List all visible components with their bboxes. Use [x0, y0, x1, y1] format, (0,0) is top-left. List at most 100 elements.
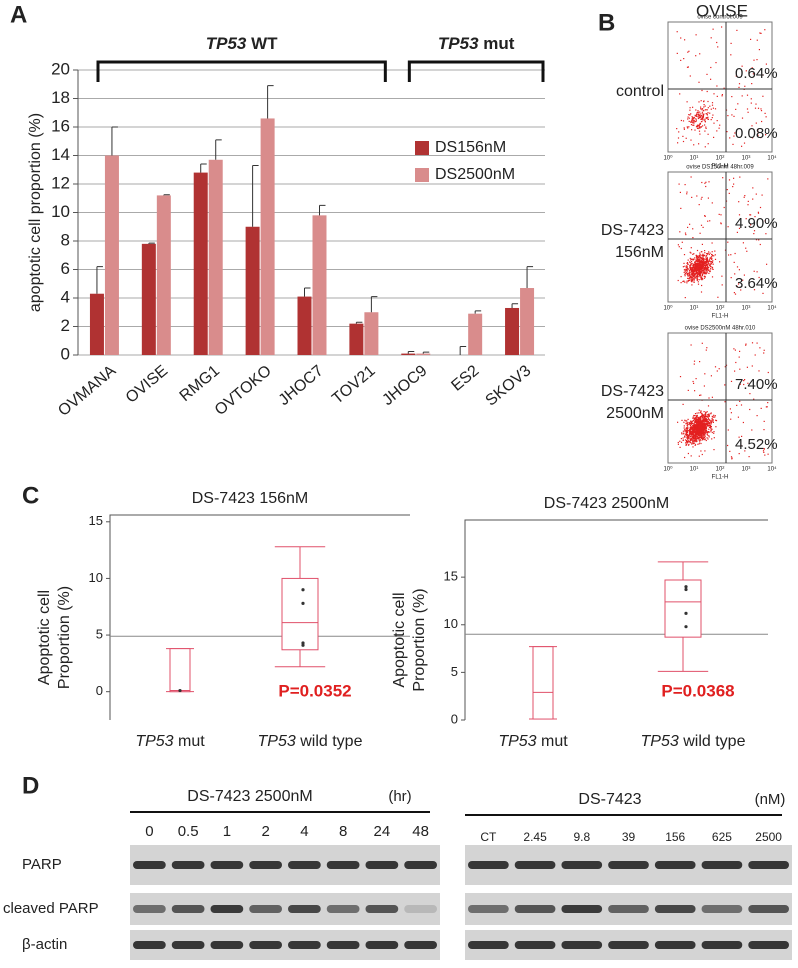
event-dot [702, 253, 704, 255]
event-dot [684, 232, 687, 234]
event-dot [697, 283, 700, 285]
event-dot [707, 116, 709, 118]
box [169, 648, 191, 693]
event-dot [713, 255, 715, 257]
event-dot [698, 412, 700, 414]
event-dot [691, 273, 694, 276]
event-dot [721, 275, 723, 277]
event-dot [697, 264, 699, 266]
x-tick-label: TP53 wild type [641, 733, 746, 750]
event-dot [695, 419, 697, 421]
event-dot [693, 414, 695, 417]
event-dot [704, 428, 706, 430]
event-dot [696, 424, 698, 426]
event-dot [686, 427, 689, 429]
x-tick-label: ES2 [448, 362, 482, 395]
event-dot [698, 116, 700, 118]
event-dot [715, 419, 717, 421]
event-dot [696, 435, 698, 438]
event-dot [699, 256, 701, 258]
y-axis-label: Proportion (%) [56, 586, 73, 689]
event-dot [704, 427, 706, 429]
event-dot [688, 114, 690, 116]
event-dot [694, 432, 696, 434]
event-dot [690, 121, 692, 123]
event-dot [698, 124, 700, 126]
event-dot [685, 423, 687, 425]
event-dot [714, 258, 717, 260]
blot-unit: (hr) [388, 788, 411, 805]
event-dot [690, 276, 693, 278]
event-dot [702, 414, 704, 416]
event-dot [683, 421, 685, 423]
event-dot [687, 429, 689, 431]
event-dot [699, 272, 701, 275]
event-dot [691, 435, 693, 437]
event-dot [698, 262, 700, 264]
event-dot [686, 101, 688, 103]
event-dot [691, 116, 693, 118]
event-dot [745, 344, 747, 346]
event-dot [698, 439, 700, 442]
event-dot [703, 264, 705, 266]
event-dot [687, 275, 689, 277]
event-dot [706, 253, 708, 255]
event-dot [703, 420, 705, 422]
event-dot [699, 269, 701, 271]
event-dot [701, 109, 703, 111]
event-dot [701, 266, 703, 268]
event-dot [692, 119, 694, 121]
blot-band [288, 941, 321, 949]
event-dot [682, 280, 684, 283]
event-dot [730, 418, 732, 420]
event-dot [692, 274, 694, 276]
event-dot [695, 120, 697, 122]
event-dot [687, 440, 689, 442]
event-dot [700, 256, 702, 258]
event-dot [687, 277, 689, 279]
event-dot [693, 363, 695, 365]
event-dot [702, 436, 704, 438]
event-dot [746, 94, 749, 96]
event-dot [733, 348, 735, 350]
event-dot [760, 407, 762, 409]
event-dot [710, 375, 712, 377]
event-dot [710, 266, 712, 268]
event-dot [745, 247, 747, 249]
event-dot [729, 408, 731, 410]
event-dot [712, 421, 714, 423]
flow-xlabel: FL1-H [712, 314, 729, 320]
event-dot [706, 437, 708, 439]
event-dot [706, 271, 708, 273]
event-dot [708, 423, 710, 425]
event-dot [688, 50, 690, 52]
event-dot [709, 269, 711, 271]
event-dot [699, 424, 701, 426]
event-dot [703, 101, 705, 103]
event-dot [698, 279, 700, 281]
event-dot [702, 119, 704, 121]
event-dot [690, 421, 692, 423]
event-dot [699, 111, 701, 113]
event-dot [703, 422, 705, 424]
event-dot [687, 268, 689, 270]
event-dot [702, 263, 704, 265]
event-dot [688, 272, 690, 274]
event-dot [684, 435, 686, 437]
event-dot [703, 411, 705, 413]
event-dot [705, 273, 707, 275]
event-dot [701, 266, 703, 269]
data-point [684, 587, 688, 592]
event-dot [721, 284, 723, 286]
event-dot [696, 112, 698, 114]
event-dot [697, 281, 699, 283]
box [664, 579, 702, 638]
event-dot [702, 117, 704, 119]
event-dot [744, 195, 746, 197]
event-dot [693, 424, 695, 426]
x-tick-label: TP53 wild type [258, 733, 363, 750]
event-dot [753, 59, 755, 61]
event-dot [698, 259, 700, 261]
event-dot [708, 251, 710, 253]
event-dot [689, 275, 691, 277]
